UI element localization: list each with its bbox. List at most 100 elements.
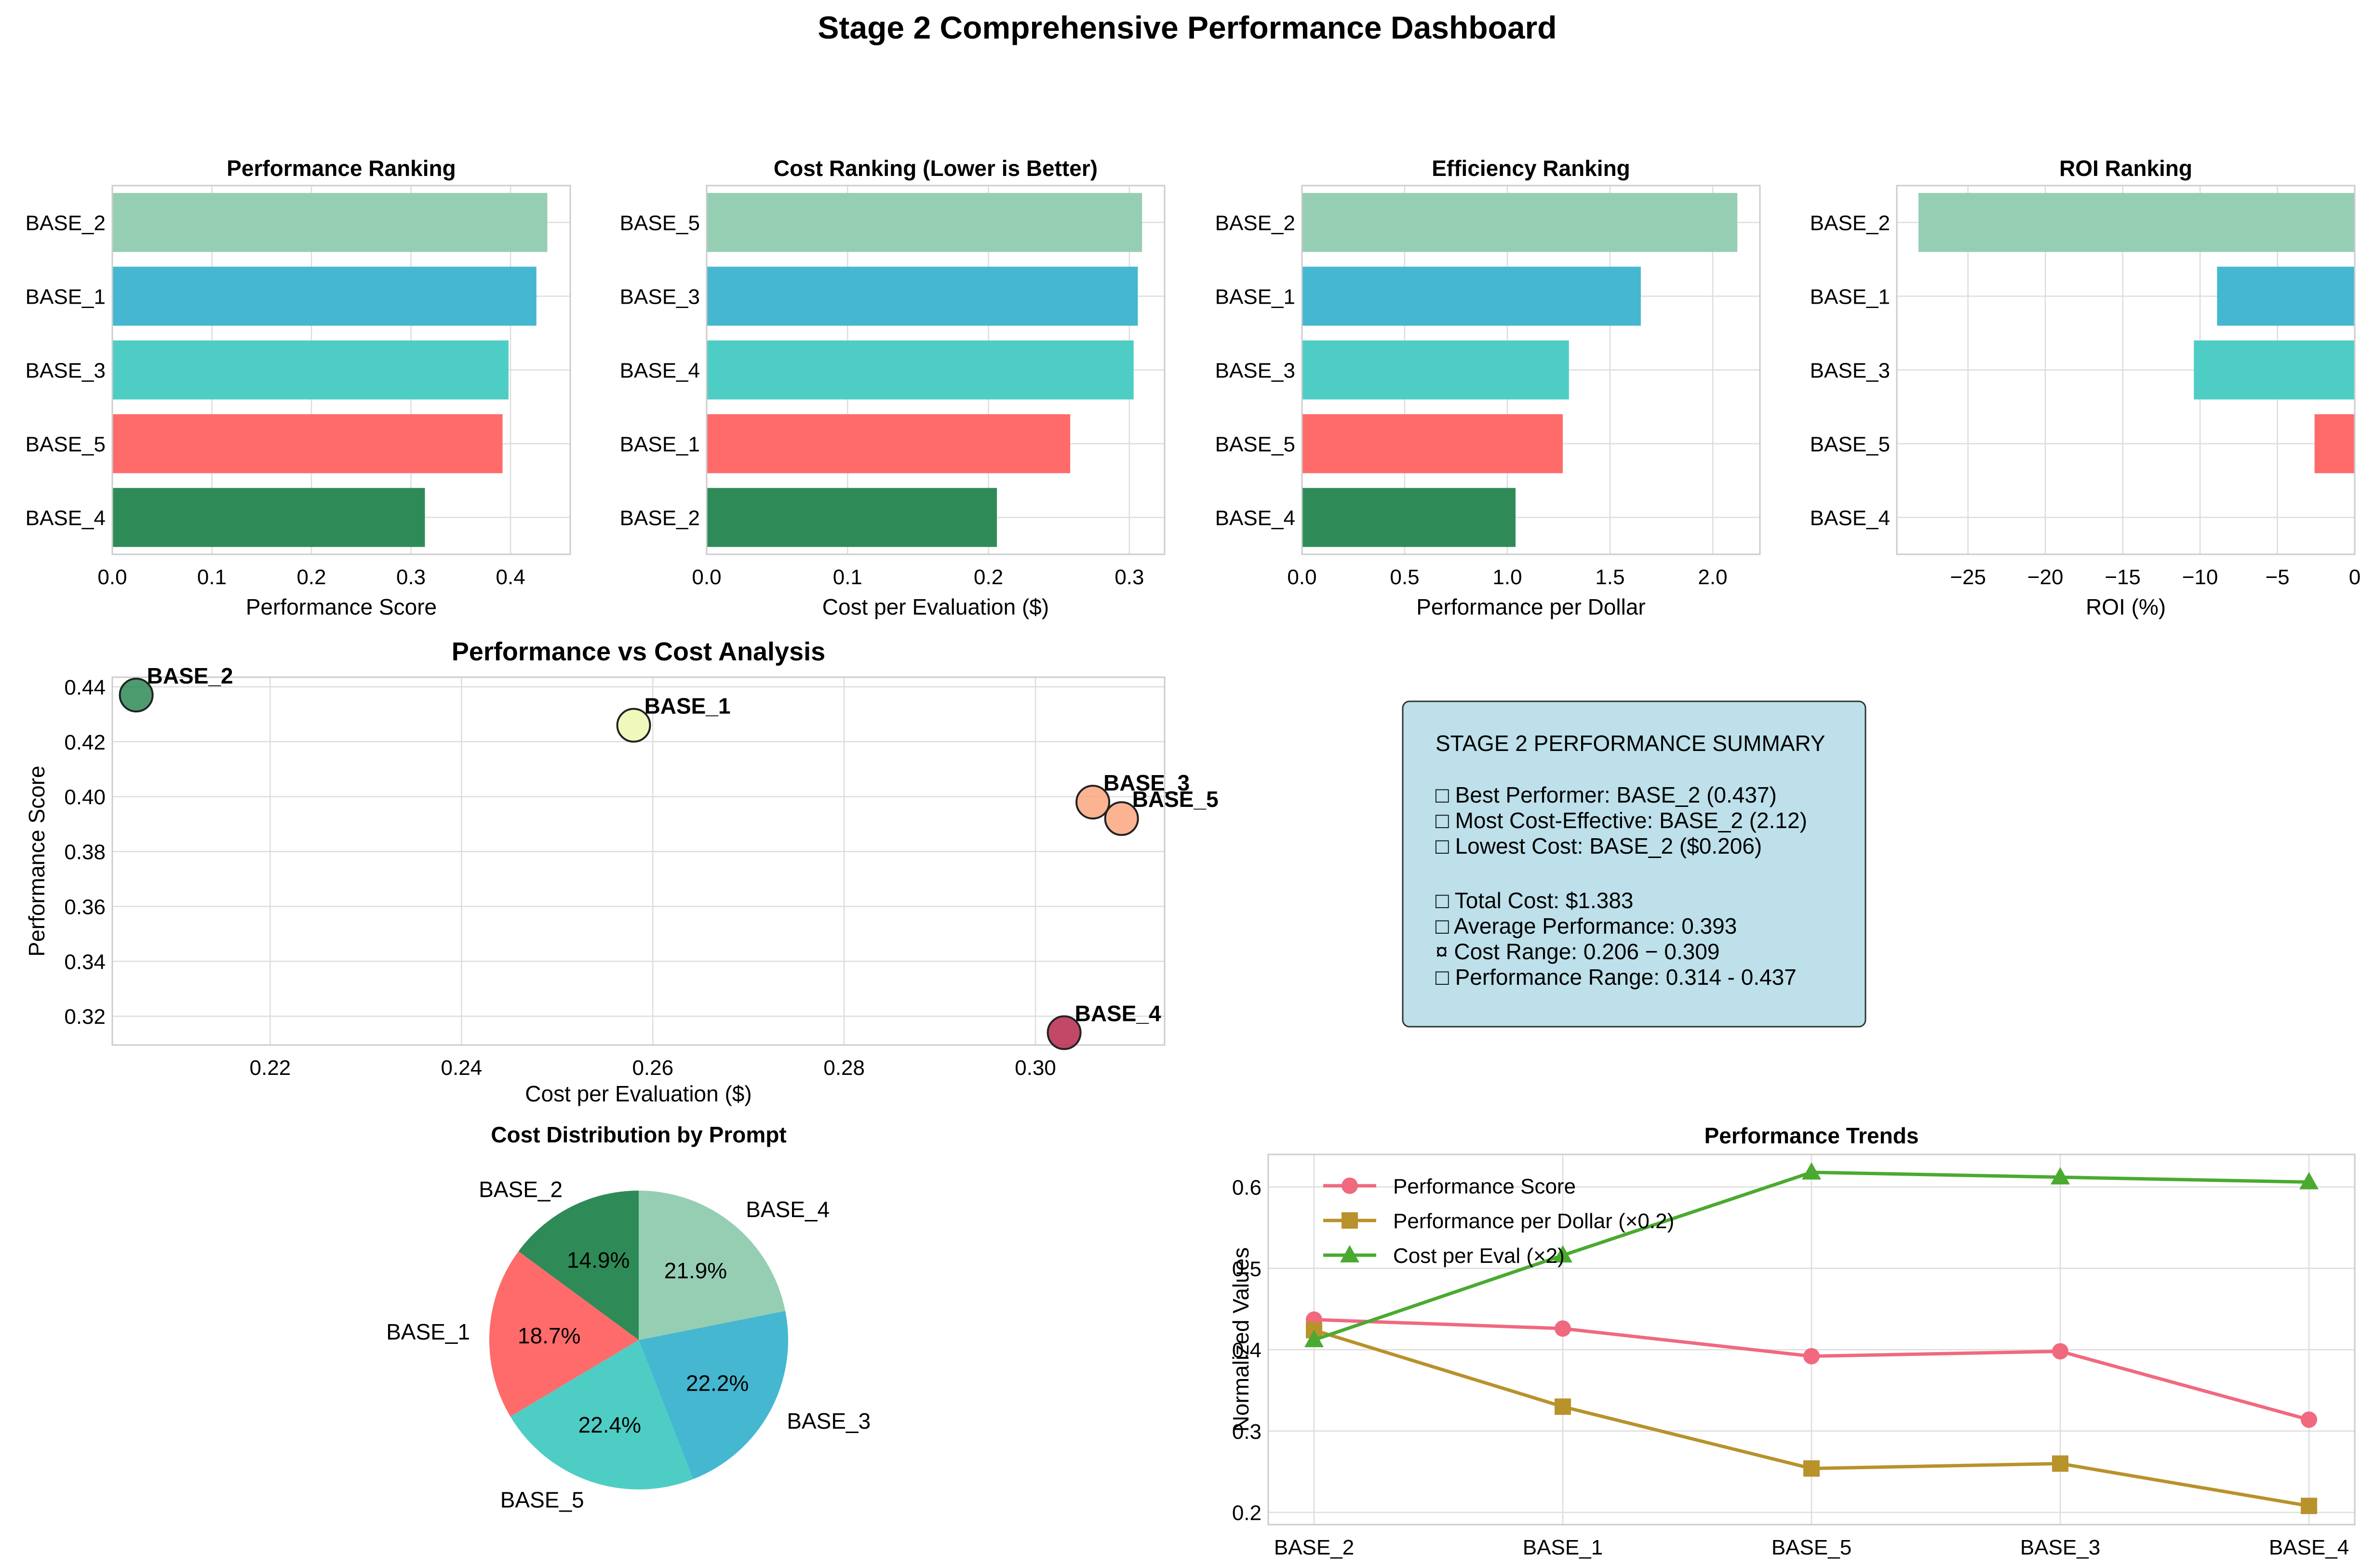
- y-tick-label: 0.5: [1232, 1257, 1261, 1281]
- point-base-5: [1104, 801, 1139, 836]
- x-axis-label: Cost per Evaluation ($): [822, 594, 1049, 619]
- x-tick-label: BASE_4: [2269, 1536, 2349, 1559]
- y-tick-label: BASE_5: [1810, 433, 1890, 456]
- x-tick-label: 0.26: [632, 1056, 673, 1080]
- y-tick-label: BASE_1: [1810, 285, 1890, 309]
- x-tick-label: 0: [2349, 565, 2361, 589]
- series-marker: [1304, 1329, 1324, 1347]
- summary-box-background: [1402, 700, 1866, 1028]
- y-tick-label: 0.34: [64, 950, 106, 974]
- slice-label: BASE_5: [500, 1487, 584, 1512]
- x-tick-label: 0.3: [1114, 565, 1144, 589]
- bar-base-5: [112, 414, 503, 473]
- series-marker: [2052, 1455, 2068, 1472]
- series-marker: [1553, 1245, 1572, 1263]
- slice-base-2: [518, 1191, 639, 1340]
- bar-base-3: [1302, 340, 1569, 400]
- x-axis-label: Performance per Dollar: [1416, 594, 1646, 619]
- roi-ranking-chart: −25 −20 −15 −10 −5 0 BASE_2 BASE_1 BASE_3 BASE_5 B…: [1810, 156, 2361, 619]
- performance-trends-chart: BASE_2 BASE_1 BASE_5 BASE_3 BASE_4 0.2 0.3 0.4 0…: [1228, 1123, 2356, 1559]
- chart-title: Efficiency Ranking: [1432, 156, 1630, 181]
- legend-label: Performance Score: [1393, 1175, 1576, 1198]
- x-tick-label: 1.5: [1595, 565, 1624, 589]
- summary-line: □ Most Cost-Effective: BASE_2 (2.12): [1436, 808, 1807, 833]
- y-tick-label: BASE_5: [26, 433, 106, 456]
- y-tick-label: 0.40: [64, 786, 106, 809]
- bar-base-1: [2217, 267, 2355, 326]
- bar-base-2: [1918, 193, 2355, 252]
- x-tick-label: BASE_2: [1274, 1536, 1354, 1559]
- y-tick-label: 0.6: [1232, 1176, 1261, 1200]
- chart-title: Performance Ranking: [227, 156, 456, 181]
- bar-base-3: [112, 340, 509, 400]
- efficiency-ranking-chart: 0.0 0.5 1.0 1.5 2.0 BASE_2 BASE_1 BASE_3 BASE_5 B…: [1215, 156, 1761, 619]
- slice-percent-label: 14.9%: [567, 1247, 630, 1273]
- chart-title: Cost Ranking (Lower is Better): [774, 156, 1098, 181]
- point-base-4: [1047, 1015, 1082, 1050]
- slice-label: BASE_2: [479, 1177, 563, 1202]
- summary-heading: STAGE 2 PERFORMANCE SUMMARY: [1436, 731, 1825, 756]
- y-tick-label: 0.3: [1232, 1420, 1261, 1444]
- y-tick-label: BASE_1: [1215, 285, 1295, 309]
- point-base-3: [1075, 785, 1111, 820]
- bar-base-4: [707, 340, 1134, 400]
- performance-ranking-chart: 0.0 0.1 0.2 0.3 0.4 BASE_2 BASE_1 BASE_3 BASE_5 B…: [26, 156, 571, 619]
- y-axis-label: Performance Score: [24, 765, 49, 956]
- cost-distribution-pie: 14.9% BASE_2 18.7% BASE_1 22.4% BASE_5 22.2% BA…: [386, 1122, 871, 1512]
- series-marker: [1802, 1162, 1821, 1180]
- x-tick-label: BASE_3: [2020, 1536, 2100, 1559]
- bar-base-3: [707, 267, 1138, 326]
- x-tick-label: 0.4: [496, 565, 525, 589]
- axes-frame: [1896, 185, 2356, 555]
- point-label: BASE_4: [1075, 1001, 1161, 1026]
- legend-marker: [1340, 1245, 1359, 1262]
- y-tick-label: BASE_1: [620, 433, 700, 456]
- series-marker: [2052, 1343, 2068, 1360]
- point-label: BASE_3: [1103, 770, 1190, 795]
- bar-base-5: [707, 193, 1142, 252]
- y-tick-label: BASE_3: [1810, 359, 1890, 383]
- y-tick-label: BASE_4: [1215, 507, 1295, 530]
- point-label: BASE_1: [644, 694, 731, 719]
- y-tick-label: 0.2: [1232, 1501, 1261, 1525]
- x-tick-label: 0.5: [1390, 565, 1419, 589]
- x-tick-label: 2.0: [1698, 565, 1727, 589]
- x-tick-label: 0.3: [396, 565, 426, 589]
- x-axis-label: Cost per Evaluation ($): [525, 1081, 751, 1106]
- summary-line: □ Total Cost: $1.383: [1436, 888, 1634, 913]
- x-tick-label: BASE_1: [1523, 1536, 1603, 1559]
- slice-base-4: [639, 1191, 786, 1340]
- axes-frame: [1301, 185, 1761, 555]
- x-tick-label: BASE_5: [1771, 1536, 1852, 1559]
- y-tick-label: BASE_4: [26, 507, 106, 530]
- bar-base-1: [1302, 267, 1641, 326]
- x-tick-label: 0.0: [97, 565, 127, 589]
- y-tick-label: BASE_5: [620, 212, 700, 235]
- x-tick-label: −5: [2265, 565, 2289, 589]
- y-tick-label: 0.36: [64, 895, 106, 919]
- y-tick-label: BASE_3: [620, 285, 700, 309]
- y-tick-label: BASE_2: [1215, 212, 1295, 235]
- chart-title: Cost Distribution by Prompt: [491, 1122, 786, 1147]
- x-axis-label: ROI (%): [2086, 594, 2166, 619]
- y-tick-label: 0.42: [64, 731, 106, 754]
- series-marker: [2299, 1172, 2319, 1190]
- slice-percent-label: 18.7%: [518, 1323, 580, 1348]
- axes-frame: [111, 676, 1166, 1046]
- y-tick-label: BASE_4: [1810, 507, 1890, 530]
- x-tick-label: 0.1: [833, 565, 862, 589]
- series-marker: [1555, 1320, 1571, 1337]
- series-marker: [2301, 1498, 2317, 1514]
- bar-base-3: [2194, 340, 2355, 400]
- performance-vs-cost-scatter: 0.22 0.24 0.26 0.28 0.30 0.32 0.34 0.36 0.38 0.40…: [24, 637, 1219, 1106]
- point-label: BASE_5: [1132, 787, 1219, 812]
- y-tick-label: BASE_2: [620, 507, 700, 530]
- summary-line: □ Best Performer: BASE_2 (0.437): [1436, 782, 1777, 807]
- legend-marker: [1342, 1178, 1358, 1194]
- x-tick-label: −20: [2027, 565, 2064, 589]
- slice-base-5: [510, 1340, 694, 1489]
- x-tick-label: 0.28: [823, 1056, 865, 1080]
- x-tick-label: 0.24: [441, 1056, 483, 1080]
- bar-base-2: [112, 193, 548, 252]
- summary-line: ¤ Cost Range: 0.206 − 0.309: [1436, 939, 1720, 964]
